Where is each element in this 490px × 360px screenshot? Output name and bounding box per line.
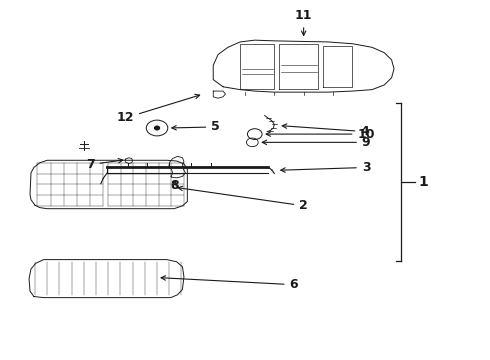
Text: 12: 12	[117, 94, 199, 125]
Text: 5: 5	[172, 121, 220, 134]
Text: 1: 1	[418, 175, 428, 189]
Text: 8: 8	[170, 179, 178, 192]
Text: 7: 7	[86, 158, 123, 171]
Text: 4: 4	[282, 124, 369, 138]
Text: 11: 11	[295, 9, 313, 35]
Text: 10: 10	[266, 127, 375, 141]
Text: 6: 6	[161, 276, 298, 291]
Text: 2: 2	[178, 186, 308, 212]
Circle shape	[155, 126, 159, 130]
Text: 9: 9	[262, 136, 370, 149]
Text: 3: 3	[281, 161, 370, 174]
